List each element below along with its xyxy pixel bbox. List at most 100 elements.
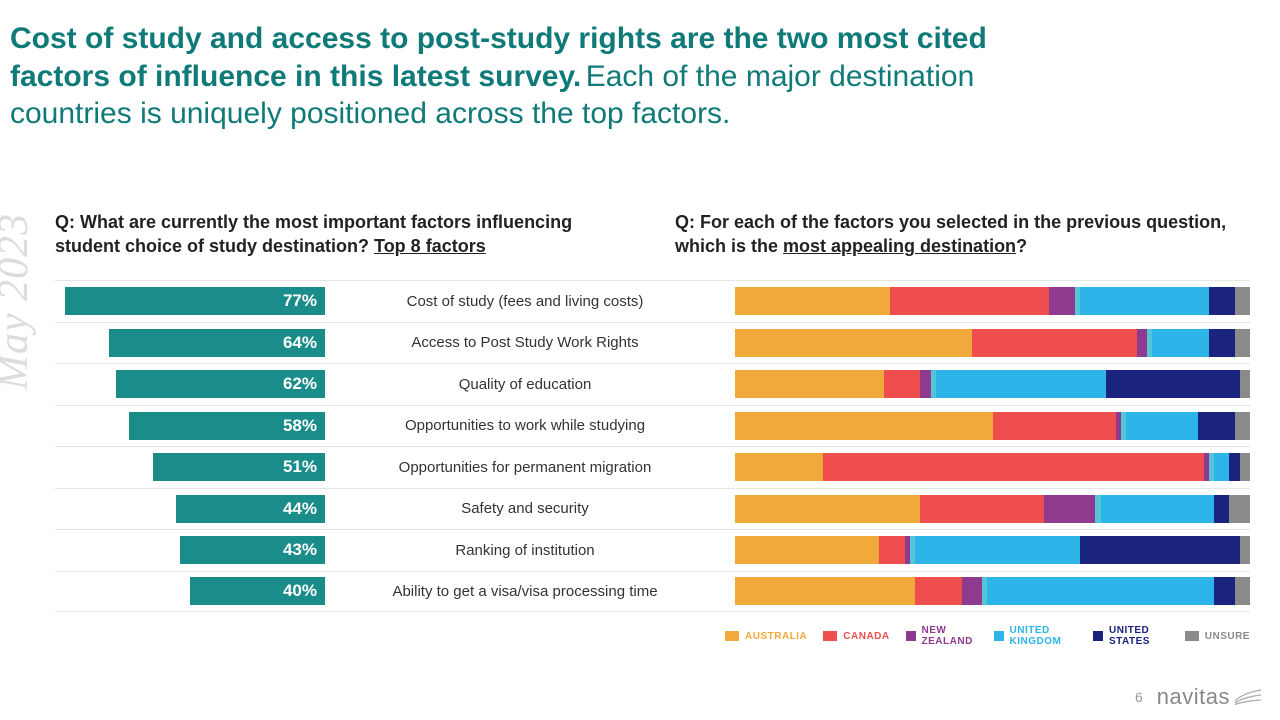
slide-title: Cost of study and access to post-study r…: [10, 20, 1010, 133]
factor-label: Ranking of institution: [325, 542, 725, 559]
chart-row: 51%Opportunities for permanent migration: [55, 446, 1250, 488]
stacked-bar: [735, 453, 1250, 481]
stack-segment: [1235, 412, 1250, 440]
stack-segment: [1080, 287, 1209, 315]
pct-bar: 43%: [180, 536, 325, 564]
stacked-bar: [735, 412, 1250, 440]
legend-label: UNSURE: [1205, 631, 1250, 642]
legend-item: CANADA: [823, 631, 889, 642]
legend-label: AUSTRALIA: [745, 631, 807, 642]
legend-label: NEW ZEALAND: [922, 625, 978, 647]
stack-segment: [993, 412, 1117, 440]
stack-segment: [1137, 329, 1147, 357]
chart-row: 58%Opportunities to work while studying: [55, 405, 1250, 447]
stack-segment: [1235, 329, 1250, 357]
factor-label: Quality of education: [325, 376, 725, 393]
stacked-bar: [735, 329, 1250, 357]
stack-segment: [1209, 287, 1235, 315]
stack-segment: [1080, 536, 1240, 564]
pct-bar-zone: 58%: [55, 406, 325, 447]
q-left-underline: Top 8 factors: [374, 236, 486, 256]
question-right-text: Q: For each of the factors you selected …: [675, 212, 1226, 256]
stack-segment: [1209, 329, 1235, 357]
stack-segment: [735, 536, 879, 564]
question-left-text: Q: What are currently the most important…: [55, 212, 572, 256]
stack-segment: [1101, 495, 1214, 523]
pct-bar-zone: 40%: [55, 572, 325, 612]
legend-label: UNITED STATES: [1109, 625, 1169, 647]
pct-bar: 44%: [176, 495, 325, 523]
brand-text: navitas: [1157, 684, 1230, 710]
pct-bar: 77%: [65, 287, 325, 315]
legend-swatch: [823, 631, 837, 641]
stack-segment: [879, 536, 905, 564]
pct-bar-zone: 62%: [55, 364, 325, 405]
stack-segment: [823, 453, 1204, 481]
factor-label: Opportunities for permanent migration: [325, 459, 725, 476]
stack-segment: [735, 453, 823, 481]
pct-bar-zone: 64%: [55, 323, 325, 364]
stacked-bar-zone: [725, 281, 1250, 322]
stacked-bar: [735, 536, 1250, 564]
chart-row: 64%Access to Post Study Work Rights: [55, 322, 1250, 364]
stack-segment: [915, 577, 961, 605]
factor-label: Safety and security: [325, 500, 725, 517]
legend-swatch: [1185, 631, 1199, 641]
legend-label: UNITED KINGDOM: [1010, 625, 1078, 647]
stack-segment: [920, 370, 930, 398]
footer: 6 navitas: [1135, 684, 1262, 710]
stacked-bar-zone: [725, 406, 1250, 447]
legend-item: NEW ZEALAND: [906, 625, 978, 647]
legend-item: UNSURE: [1185, 631, 1250, 642]
stack-segment: [735, 495, 920, 523]
stack-segment: [1214, 453, 1229, 481]
stack-segment: [936, 370, 1106, 398]
q-left-prefix: Q: What are currently the most important…: [55, 212, 572, 256]
pct-bar-zone: 51%: [55, 447, 325, 488]
stack-segment: [1235, 287, 1250, 315]
legend: AUSTRALIA CANADA NEW ZEALAND UNITED KINGDOM…: [725, 625, 1250, 647]
stack-segment: [1229, 495, 1250, 523]
stack-segment: [1229, 453, 1239, 481]
chart-row: 77%Cost of study (fees and living costs): [55, 280, 1250, 322]
stack-segment: [884, 370, 920, 398]
stack-segment: [735, 370, 884, 398]
legend-swatch: [994, 631, 1004, 641]
stack-segment: [1240, 453, 1250, 481]
question-left: Q: What are currently the most important…: [55, 210, 675, 259]
stack-segment: [735, 412, 993, 440]
stack-segment: [1214, 495, 1229, 523]
stacked-bar: [735, 370, 1250, 398]
q-right-underline: most appealing destination: [783, 236, 1016, 256]
stack-segment: [1049, 287, 1075, 315]
pct-bar: 51%: [153, 453, 325, 481]
q-right-suffix: ?: [1016, 236, 1027, 256]
stack-segment: [1235, 577, 1250, 605]
pct-bar-zone: 77%: [55, 281, 325, 322]
chart-row: 40%Ability to get a visa/visa processing…: [55, 571, 1250, 613]
stacked-bar-zone: [725, 489, 1250, 530]
stacked-bar-zone: [725, 323, 1250, 364]
factor-label: Opportunities to work while studying: [325, 417, 725, 434]
date-watermark: May 2023: [0, 213, 38, 390]
stack-segment: [890, 287, 1050, 315]
stack-segment: [915, 536, 1080, 564]
legend-swatch: [1093, 631, 1103, 641]
stack-segment: [1198, 412, 1234, 440]
legend-item: AUSTRALIA: [725, 631, 807, 642]
question-right: Q: For each of the factors you selected …: [675, 210, 1250, 259]
factor-label: Access to Post Study Work Rights: [325, 334, 725, 351]
chart-row: 44%Safety and security: [55, 488, 1250, 530]
pct-bar: 58%: [129, 412, 325, 440]
stack-segment: [920, 495, 1044, 523]
pct-bar: 62%: [116, 370, 325, 398]
stack-segment: [735, 329, 972, 357]
chart-area: 77%Cost of study (fees and living costs)…: [55, 280, 1250, 612]
brand-logo: navitas: [1157, 684, 1262, 710]
factor-label: Ability to get a visa/visa processing ti…: [325, 583, 725, 600]
legend-label: CANADA: [843, 631, 889, 642]
stack-segment: [1044, 495, 1096, 523]
chart-row: 43%Ranking of institution: [55, 529, 1250, 571]
stack-segment: [1126, 412, 1198, 440]
stack-segment: [1106, 370, 1240, 398]
